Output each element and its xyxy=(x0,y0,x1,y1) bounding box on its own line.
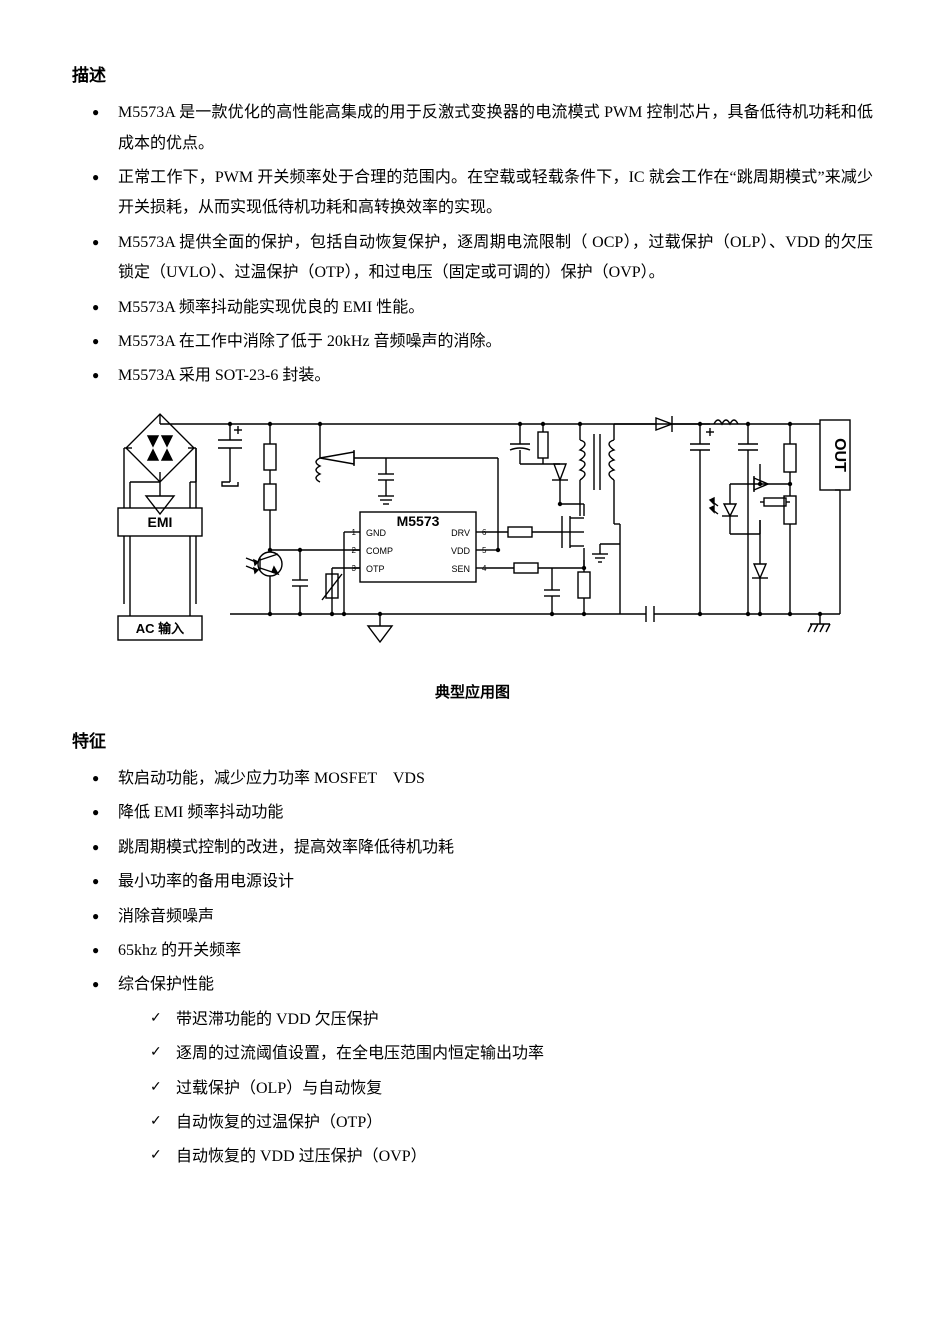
pin-num: 1 xyxy=(352,528,357,537)
list-item: 最小功率的备用电源设计 xyxy=(92,867,873,897)
list-item: M5573A 是一款优化的高性能高集成的用于反激式变换器的电流模式 PWM 控制… xyxy=(92,98,873,159)
schematic-svg: EMI AC 输入 M5573 1 2 3 6 5 4 GND COMP OTP… xyxy=(100,404,860,664)
pin-num: 2 xyxy=(352,546,357,555)
emi-label: EMI xyxy=(148,514,173,530)
pin-num: 6 xyxy=(482,528,487,537)
pin-name: OTP xyxy=(366,564,385,574)
list-item: 65khz 的开关频率 xyxy=(92,936,873,966)
list-item: 逐周的过流阈值设置，在全电压范围内恒定输出功率 xyxy=(150,1039,873,1069)
description-list: M5573A 是一款优化的高性能高集成的用于反激式变换器的电流模式 PWM 控制… xyxy=(72,98,873,392)
list-item: 自动恢复的 VDD 过压保护（OVP） xyxy=(150,1142,873,1172)
features-list: 软启动功能，减少应力功率 MOSFET VDS 降低 EMI 频率抖动功能 跳周… xyxy=(72,764,873,1173)
list-item: 软启动功能，减少应力功率 MOSFET VDS xyxy=(92,764,873,794)
out-label: OUT xyxy=(831,438,848,472)
ac-input-label: AC 输入 xyxy=(136,621,184,636)
pin-name: VDD xyxy=(451,546,471,556)
list-item: 跳周期模式控制的改进，提高效率降低待机功耗 xyxy=(92,833,873,863)
list-item: 带迟滞功能的 VDD 欠压保护 xyxy=(150,1005,873,1035)
list-item: 消除音频噪声 xyxy=(92,902,873,932)
heading-description: 描述 xyxy=(72,60,873,92)
pin-num: 4 xyxy=(482,564,487,573)
diagram-caption: 典型应用图 xyxy=(72,679,873,708)
list-item: M5573A 采用 SOT-23-6 封装。 xyxy=(92,361,873,391)
list-item: M5573A 频率抖动能实现优良的 EMI 性能。 xyxy=(92,293,873,323)
pin-name: GND xyxy=(366,528,387,538)
list-item: 自动恢复的过温保护（OTP） xyxy=(150,1108,873,1138)
list-item: M5573A 在工作中消除了低于 20kHz 音频噪声的消除。 xyxy=(92,327,873,357)
pin-name: DRV xyxy=(451,528,470,538)
pin-name: COMP xyxy=(366,546,393,556)
list-item: 过载保护（OLP）与自动恢复 xyxy=(150,1074,873,1104)
protection-sublist: 带迟滞功能的 VDD 欠压保护 逐周的过流阈值设置，在全电压范围内恒定输出功率 … xyxy=(118,1005,873,1173)
pin-name: SEN xyxy=(451,564,470,574)
list-item: 综合保护性能 带迟滞功能的 VDD 欠压保护 逐周的过流阈值设置，在全电压范围内… xyxy=(92,970,873,1172)
pin-num: 3 xyxy=(352,564,357,573)
heading-features: 特征 xyxy=(72,726,873,758)
list-item: 降低 EMI 频率抖动功能 xyxy=(92,798,873,828)
list-item: 正常工作下，PWM 开关频率处于合理的范围内。在空载或轻载条件下，IC 就会工作… xyxy=(92,163,873,224)
chip-label: M5573 xyxy=(397,513,440,529)
list-item-label: 综合保护性能 xyxy=(118,976,214,993)
list-item: M5573A 提供全面的保护，包括自动恢复保护，逐周期电流限制（ OCP），过载… xyxy=(92,228,873,289)
circuit-diagram: EMI AC 输入 M5573 1 2 3 6 5 4 GND COMP OTP… xyxy=(100,404,873,675)
pin-num: 5 xyxy=(482,546,487,555)
